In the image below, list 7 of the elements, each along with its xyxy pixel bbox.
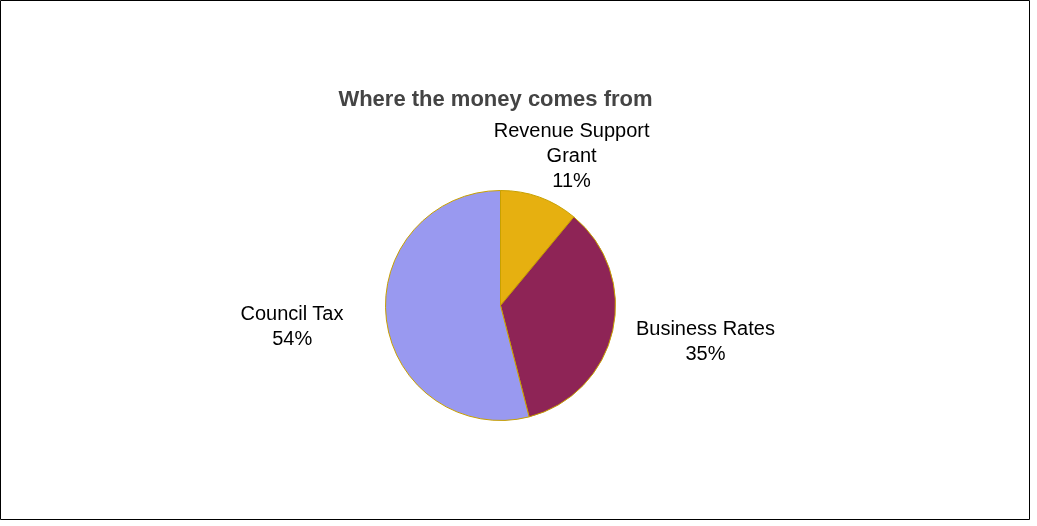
slice-label: Business Rates — [635, 316, 775, 339]
slice-label: Council Tax — [240, 301, 344, 324]
chart-title: Where the money comes from — [338, 85, 653, 111]
data-label: 35% — [685, 342, 726, 365]
data-label: 54% — [272, 327, 313, 350]
data-label: 11% — [552, 169, 592, 192]
slice-label: Revenue Support Grant — [493, 118, 650, 166]
